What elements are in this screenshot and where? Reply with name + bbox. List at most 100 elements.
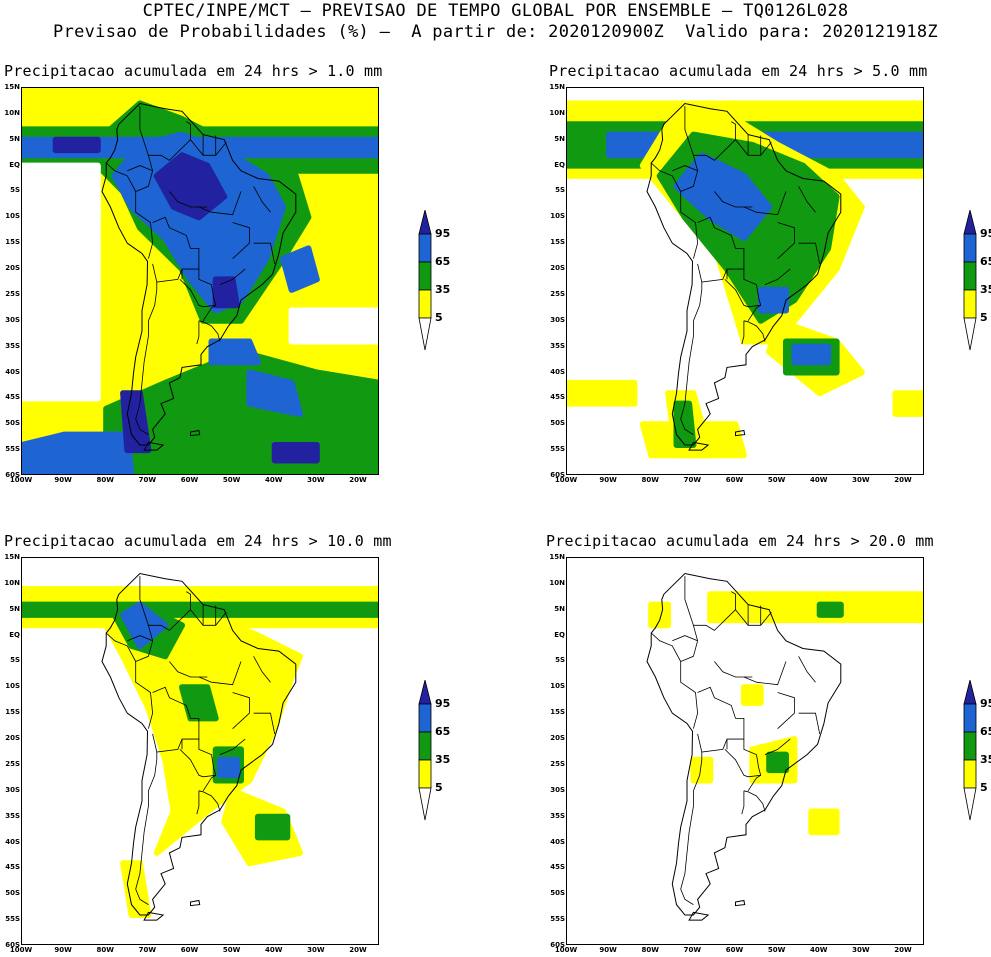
probability-contour <box>280 245 320 293</box>
legend-cap-0 <box>418 787 432 821</box>
legend-colorbar <box>963 209 977 351</box>
country-border <box>747 774 761 792</box>
lat-tick-label: 45S <box>550 393 565 402</box>
country-border <box>139 106 149 156</box>
probability-map-3 <box>22 558 378 944</box>
coastline <box>101 102 297 446</box>
lat-tick-label: EQ <box>9 160 20 169</box>
legend-label: 95 <box>980 697 991 710</box>
island-outline <box>190 429 201 437</box>
lat-tick-label: 30S <box>550 315 565 324</box>
country-border <box>152 216 200 283</box>
lat-tick-label: 35S <box>5 811 20 820</box>
lat-tick-label: 10N <box>549 578 565 587</box>
country-border <box>202 774 216 792</box>
country-border <box>798 712 821 734</box>
legend-label: 95 <box>435 227 451 240</box>
probability-map-1 <box>22 88 378 474</box>
country-border <box>196 320 200 345</box>
country-border <box>135 282 158 435</box>
country-border <box>724 738 762 778</box>
lon-tick-label: 20W <box>894 476 912 484</box>
legend-box-5 <box>418 289 432 319</box>
lat-tick-label: 55S <box>5 915 20 924</box>
country-border <box>743 320 766 342</box>
lon-tick-label: 50W <box>222 946 241 954</box>
country-border <box>697 216 745 283</box>
probability-contour <box>757 286 789 314</box>
panel-4-title: Precipitacao acumulada em 24 hrs > 20.0 … <box>546 532 934 550</box>
lon-tick-label: 60W <box>180 476 199 484</box>
country-border <box>196 790 200 815</box>
country-border <box>764 268 791 285</box>
lon-tick-label: 90W <box>54 946 72 954</box>
country-border <box>798 242 821 264</box>
probability-map-4 <box>567 558 923 944</box>
lat-tick-label: EQ <box>554 160 565 169</box>
lat-tick-label: 5S <box>10 186 20 195</box>
legend-box-5 <box>963 759 977 789</box>
country-border <box>697 686 745 753</box>
lon-tick-label: 40W <box>809 476 828 484</box>
country-border <box>724 268 762 308</box>
probability-contour <box>22 136 378 159</box>
legend-label: 5 <box>980 311 988 324</box>
lon-tick-label: 50W <box>222 476 241 484</box>
panel-1-title: Precipitacao acumulada em 24 hrs > 1.0 m… <box>4 62 383 80</box>
lat-tick-label: 50S <box>5 419 20 428</box>
country-border <box>735 139 772 156</box>
country-border <box>198 661 242 686</box>
lon-tick-label: 80W <box>96 476 114 484</box>
lat-tick-label: 35S <box>550 811 565 820</box>
lon-tick-label: 90W <box>599 946 617 954</box>
country-border <box>127 165 153 172</box>
lat-tick-label: 35S <box>5 341 20 350</box>
lat-tick-label: 15N <box>549 553 565 561</box>
country-border <box>735 609 772 626</box>
lon-tick-label: 80W <box>641 476 659 484</box>
legend-colorbar <box>418 679 432 821</box>
country-border <box>714 661 753 678</box>
lat-tick-label: 10S <box>550 682 565 691</box>
lat-tick-label: 20S <box>550 734 565 743</box>
probability-contour <box>217 756 240 779</box>
lon-tick-label: 70W <box>683 946 702 954</box>
country-border <box>253 712 276 734</box>
lat-tick-label: 35S <box>550 341 565 350</box>
lat-tick-label: 10S <box>5 212 20 221</box>
country-border <box>714 191 753 208</box>
lat-tick-label: 25S <box>5 759 20 768</box>
lon-tick-label: 100W <box>554 946 578 954</box>
lon-tick-label: 70W <box>138 946 157 954</box>
probability-contour <box>246 369 303 417</box>
lat-tick-label: 55S <box>550 915 565 924</box>
island-outline <box>190 899 201 907</box>
country-border <box>777 692 795 729</box>
probability-contour <box>179 684 219 722</box>
lat-tick-label: 60S <box>5 471 20 479</box>
lat-tick-label: 5N <box>9 604 20 613</box>
probability-contour <box>791 343 832 366</box>
legend-label: 65 <box>980 255 991 268</box>
country-border <box>680 282 703 435</box>
probability-contour <box>766 751 789 774</box>
legend-box-35 <box>418 731 432 761</box>
country-border <box>747 304 761 322</box>
island-outline <box>143 441 165 451</box>
lat-tick-label: 40S <box>550 837 565 846</box>
lat-tick-label: EQ <box>554 630 565 639</box>
legend-box-5 <box>963 289 977 319</box>
legend-label: 65 <box>980 725 991 738</box>
lon-tick-label: 60W <box>725 476 744 484</box>
probability-contour <box>673 400 697 448</box>
lat-tick-label: 5N <box>554 134 565 143</box>
panel-4-map <box>566 557 924 945</box>
legend-box-35 <box>418 261 432 291</box>
country-border <box>777 222 795 259</box>
legend-label: 5 <box>980 781 988 794</box>
probability-contour <box>740 684 764 706</box>
legend-box-65 <box>418 703 432 733</box>
lon-tick-label: 20W <box>349 946 367 954</box>
probability-contour <box>254 813 291 841</box>
country-border <box>190 609 227 626</box>
